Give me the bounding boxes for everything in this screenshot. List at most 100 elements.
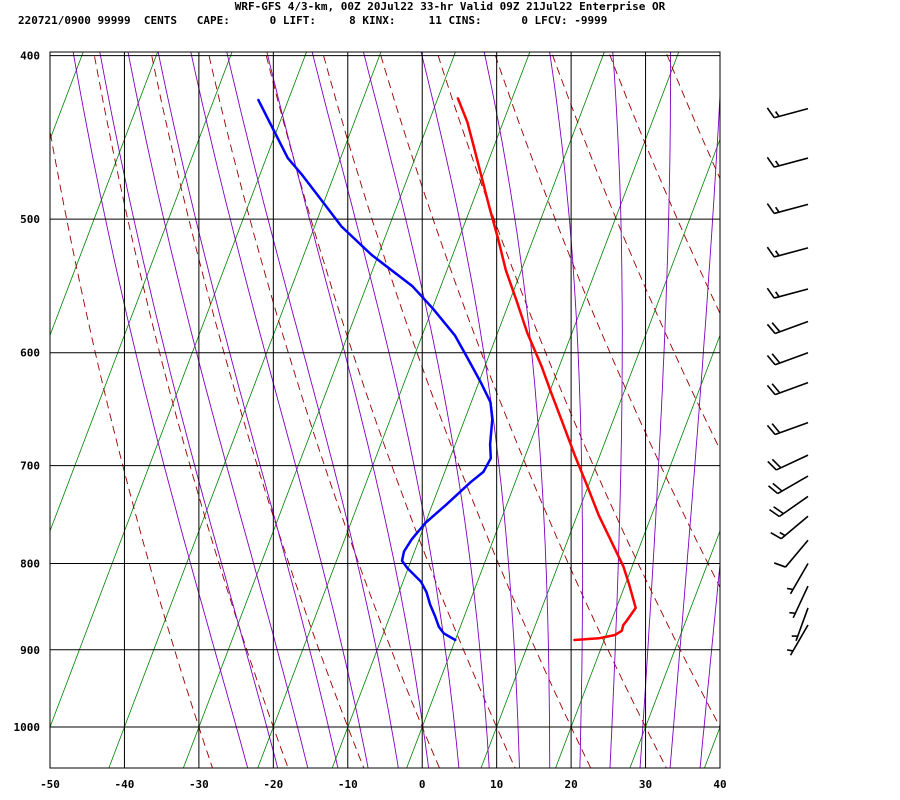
- dry-adiabat-line: [50, 128, 213, 768]
- wind-barb: [766, 287, 809, 299]
- wind-barb-staff: [774, 351, 809, 366]
- moist-adiabat-line: [609, 52, 623, 768]
- wind-barb: [766, 246, 809, 258]
- wind-barb-staff: [775, 454, 809, 471]
- dry-adiabat-line: [878, 18, 900, 783]
- wind-barb: [770, 515, 809, 540]
- moist-adiabat-line: [728, 18, 814, 783]
- wind-barb-full: [771, 353, 781, 364]
- wind-barb: [789, 585, 809, 619]
- dry-adiabat-line: [93, 52, 289, 768]
- wind-barb-staff: [774, 421, 809, 436]
- wind-barb-staff: [789, 563, 809, 595]
- wind-barb-staff: [780, 515, 809, 540]
- wind-barb: [766, 203, 809, 215]
- wind-barb: [768, 475, 809, 495]
- wind-barb-full: [773, 562, 786, 568]
- wind-barb: [766, 107, 809, 119]
- y-tick-label: 400: [20, 50, 40, 63]
- x-tick-label: 20: [564, 778, 577, 791]
- dewpoint-trace: [257, 98, 494, 642]
- wind-barb-staff: [773, 157, 809, 168]
- wind-barb-full: [766, 246, 775, 258]
- isotherm-line: [629, 529, 720, 768]
- moist-adiabat-line: [758, 18, 854, 783]
- background-lines: [0, 18, 900, 783]
- wind-barb-staff: [774, 320, 809, 335]
- isotherm-line: [480, 138, 720, 768]
- dry-adiabat-line: [550, 52, 720, 451]
- x-tick-label: -30: [189, 778, 209, 791]
- wind-barb-full: [771, 383, 781, 394]
- wind-barb-full: [766, 384, 776, 396]
- isotherm-line: [257, 52, 531, 768]
- wind-barb-half: [774, 291, 780, 298]
- wind-barb: [786, 624, 809, 656]
- isotherm-line: [406, 52, 680, 768]
- x-tick-label: 30: [639, 778, 652, 791]
- moist-adiabat-line: [483, 52, 551, 768]
- x-tick-label: -40: [115, 778, 135, 791]
- temperature-trace: [456, 97, 637, 642]
- wind-barb: [791, 607, 809, 642]
- isotherm-line: [50, 52, 307, 729]
- wind-barb-half: [774, 160, 780, 167]
- isotherm-line: [704, 725, 720, 768]
- wind-barb-staff: [774, 381, 809, 396]
- wind-barb-full: [766, 107, 775, 119]
- plot-frame: [49, 51, 721, 769]
- wind-barb-half: [786, 649, 794, 652]
- wind-barb-half: [789, 611, 796, 615]
- moist-adiabat-line: [190, 52, 369, 768]
- wind-barb-full: [771, 458, 782, 469]
- dry-adiabat-line: [150, 52, 365, 768]
- isotherm-line: [182, 52, 456, 768]
- wind-barb-full: [769, 508, 780, 518]
- moist-adiabat-line: [311, 52, 460, 768]
- wind-barb-full: [768, 485, 779, 495]
- isotherm-line: [773, 18, 900, 783]
- moist-adiabat-line: [669, 86, 720, 768]
- wind-barb-staff: [795, 607, 809, 642]
- wind-barb-half: [779, 531, 786, 537]
- sounding-indices: 220721/0900 99999 CENTS CAPE: 0 LIFT: 8 …: [18, 14, 608, 27]
- moist-adiabat-line: [157, 52, 339, 768]
- dry-adiabat-line: [709, 18, 900, 783]
- wind-barb-full: [766, 323, 776, 335]
- isotherm-line: [0, 18, 22, 783]
- wind-barb-staff: [773, 288, 809, 299]
- dry-adiabat-line: [379, 52, 667, 768]
- y-tick-label: 600: [20, 347, 40, 360]
- isotherm-line: [50, 52, 233, 533]
- grid-lines: [50, 52, 720, 768]
- dry-adiabat-line: [765, 18, 900, 783]
- wind-barb-half: [786, 587, 794, 591]
- x-tick-label: 10: [490, 778, 503, 791]
- moist-adiabat-line: [639, 52, 672, 768]
- wind-barb: [769, 495, 809, 518]
- dry-adiabat-line: [436, 52, 720, 728]
- dry-adiabat-line: [822, 18, 900, 783]
- wind-barb-full: [766, 424, 776, 436]
- wind-barb: [773, 539, 809, 568]
- wind-barb-half: [774, 250, 780, 257]
- dry-adiabat-line: [264, 52, 516, 768]
- dry-adiabat-line: [493, 52, 720, 589]
- y-tick-label: 700: [20, 460, 40, 473]
- dry-adiabat-line: [608, 52, 720, 315]
- wind-barb-full: [770, 532, 782, 540]
- isotherm-line: [108, 52, 382, 768]
- wind-barb: [766, 381, 809, 396]
- wind-barb-staff: [789, 624, 809, 656]
- moist-adiabat-line: [549, 52, 584, 768]
- wind-barb-half: [774, 206, 780, 213]
- x-tick-label: 0: [419, 778, 426, 791]
- wind-barb-full: [771, 322, 781, 333]
- y-tick-label: 1000: [14, 721, 41, 734]
- moist-adiabat-line: [226, 52, 399, 768]
- wind-barb-full: [773, 506, 784, 515]
- chart-title: WRF-GFS 4/3-km, 00Z 20Jul22 33-hr Valid …: [234, 0, 666, 13]
- wind-barb-staff: [773, 247, 809, 258]
- wind-barb: [766, 156, 809, 168]
